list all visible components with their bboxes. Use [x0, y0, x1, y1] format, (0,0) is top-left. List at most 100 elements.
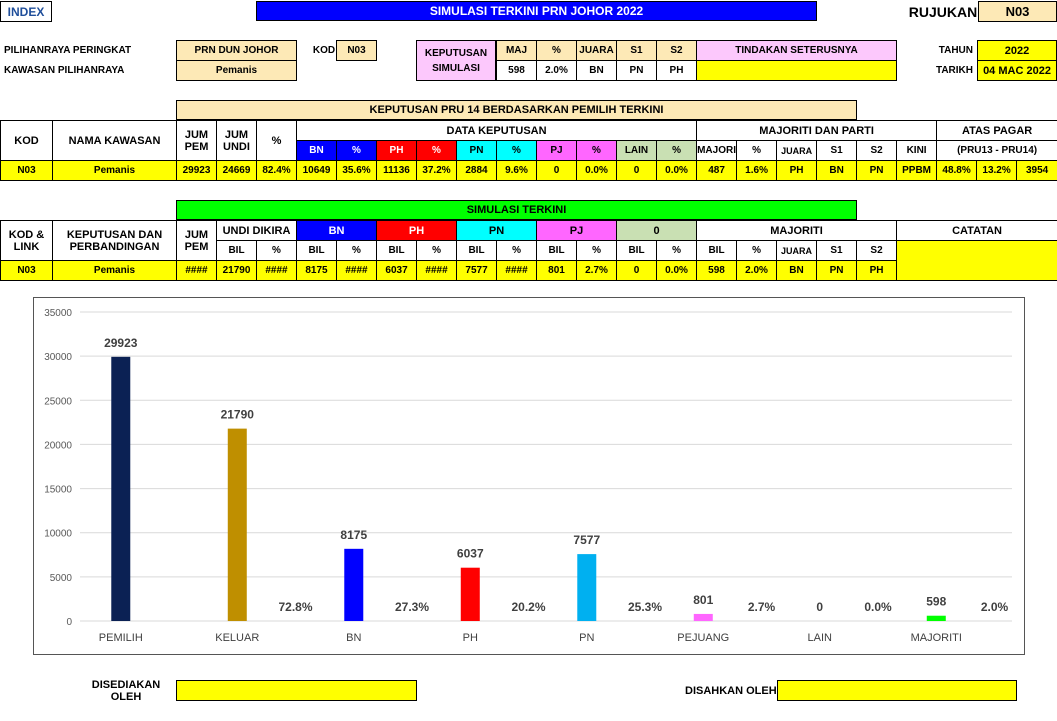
disediakan-input[interactable] [176, 680, 417, 701]
y-tick-label: 30000 [44, 352, 72, 363]
table-cell: 487 [696, 160, 738, 181]
rujukan-label: RUJUKAN [908, 3, 978, 20]
percent-label: 25.3% [628, 600, 662, 614]
sub-header-pct: % [576, 140, 617, 161]
tindakan-input[interactable] [696, 60, 897, 81]
table-cell: 801 [536, 260, 578, 281]
sub-header-pct: % [335, 240, 378, 261]
bar-ph [460, 567, 480, 621]
simulasi-table: KOD & LINK KEPUTUSAN DAN PERBANDINGAN JU… [0, 220, 1057, 281]
y-tick-label: 15000 [44, 485, 72, 496]
keputusan-simulasi-label: KEPUTUSAN SIMULASI [416, 40, 496, 81]
sub-header-bil: BIL [616, 240, 658, 261]
pilihanraya-value[interactable]: PRN DUN JOHOR [176, 40, 297, 61]
disahkan-input[interactable] [777, 680, 1017, 701]
rujukan-value[interactable]: N03 [978, 1, 1057, 22]
bar-pn [577, 554, 597, 621]
sub-header-juara: JUARA [776, 240, 818, 261]
sub-header-pct: % [655, 140, 698, 161]
party-header-lain: 0 [616, 220, 698, 241]
data-label: 7577 [573, 533, 600, 547]
tarikh-label: TARIKH [935, 65, 973, 76]
simulasi-summary-table: MAJ % JUARA S1 S2 598 2.0% BN PN PH [496, 40, 697, 81]
table-cell: 9.6% [496, 160, 537, 181]
sub-header-bil: BIL [456, 240, 498, 261]
sub-header-pct: % [736, 240, 778, 261]
table-cell: PN [856, 160, 898, 181]
table-cell: #### [335, 260, 378, 281]
data-label: 29923 [104, 336, 138, 350]
table-cell: #### [416, 260, 458, 281]
category-label: PEMILIH [99, 632, 143, 644]
sub-header-juara: JUARA [776, 140, 818, 161]
table-cell: 0 [536, 160, 577, 181]
summary-header: JUARA [576, 40, 617, 61]
simulasi-data-row: N03 Pemanis #### 21790 #### 8175 #### 60… [0, 260, 1057, 281]
pru14-data-row: N03 Pemanis 29923 24669 82.4% 10649 35.6… [0, 160, 1057, 181]
category-label: LAIN [808, 632, 833, 644]
sub-header-bil: BIL [376, 240, 418, 261]
party-header-bn: BN [295, 220, 378, 241]
table-cell[interactable]: Pemanis [52, 160, 177, 181]
table-cell: 82.4% [256, 160, 297, 181]
percent-label: 2.0% [981, 600, 1009, 614]
table-cell: 7577 [456, 260, 498, 281]
table-cell: #### [256, 260, 297, 281]
pru14-banner: KEPUTUSAN PRU 14 BERDASARKAN PEMILIH TER… [176, 100, 857, 120]
percent-label: 27.3% [395, 600, 429, 614]
table-cell: 598 [696, 260, 738, 281]
catatan-input[interactable] [896, 240, 1057, 281]
simulasi-banner: SIMULASI TERKINI [176, 200, 857, 220]
y-tick-label: 5000 [50, 573, 73, 584]
table-cell[interactable]: N03 [0, 160, 53, 181]
party-header-pn: PN [456, 220, 538, 241]
kawasan-value[interactable]: Pemanis [176, 60, 297, 81]
undi-dikira-header: UNDI DIKIRA [216, 220, 297, 241]
atas-pagar-header: ATAS PAGAR [936, 120, 1057, 141]
table-cell: 2.0% [736, 260, 778, 281]
sub-header-pct: % [496, 140, 537, 161]
y-tick-label: 0 [66, 617, 72, 628]
data-label: 598 [926, 595, 946, 609]
sub-header-pn: PN [456, 140, 497, 161]
sub-header-s2: S2 [856, 240, 898, 261]
index-link[interactable]: INDEX [0, 1, 52, 22]
data-label: 6037 [457, 547, 484, 561]
table-cell: 0 [616, 160, 657, 181]
percent-label: 2.7% [748, 600, 776, 614]
sub-header-pct: % [416, 240, 458, 261]
table-cell: 0.0% [656, 260, 698, 281]
col-kod: KOD [0, 120, 53, 161]
table-cell: 0.0% [576, 160, 617, 181]
sub-header-pct: % [736, 140, 778, 161]
tahun-value[interactable]: 2022 [977, 40, 1057, 61]
disahkan-label: DISAHKAN OLEH [685, 684, 777, 697]
bar-majoriti [926, 615, 946, 621]
data-keputusan-header: DATA KEPUTUSAN [295, 120, 698, 141]
table-cell: 3954 [1016, 160, 1057, 181]
kod-value[interactable]: N03 [336, 40, 377, 61]
table-cell: 13.2% [976, 160, 1018, 181]
y-tick-label: 10000 [44, 529, 72, 540]
category-label: PN [579, 632, 594, 644]
table-cell: #### [176, 260, 217, 281]
table-cell: 48.8% [936, 160, 978, 181]
kod-link[interactable]: N03 [0, 260, 53, 281]
tarikh-value[interactable]: 04 MAC 2022 [977, 60, 1057, 81]
y-tick-label: 20000 [44, 440, 72, 451]
table-cell: 1.6% [736, 160, 778, 181]
summary-s1: PN [616, 60, 657, 81]
sub-header-bn: BN [296, 140, 337, 161]
table-cell: PPBM [896, 160, 938, 181]
majoriti-parti-header: MAJORITI DAN PARTI [696, 120, 938, 141]
sub-header-bil: BIL [696, 240, 738, 261]
col-nama-kawasan: NAMA KAWASAN [52, 120, 177, 161]
sub-header-s1: S1 [816, 240, 858, 261]
disediakan-label: DISEDIAKAN OLEH [91, 678, 161, 703]
tahun-label: TAHUN [938, 45, 973, 56]
page-title: SIMULASI TERKINI PRN JOHOR 2022 [256, 1, 817, 21]
party-header-pj: PJ [536, 220, 618, 241]
table-cell[interactable]: Pemanis [52, 260, 177, 281]
bar-bn [344, 548, 364, 621]
summary-percent: 2.0% [536, 60, 577, 81]
